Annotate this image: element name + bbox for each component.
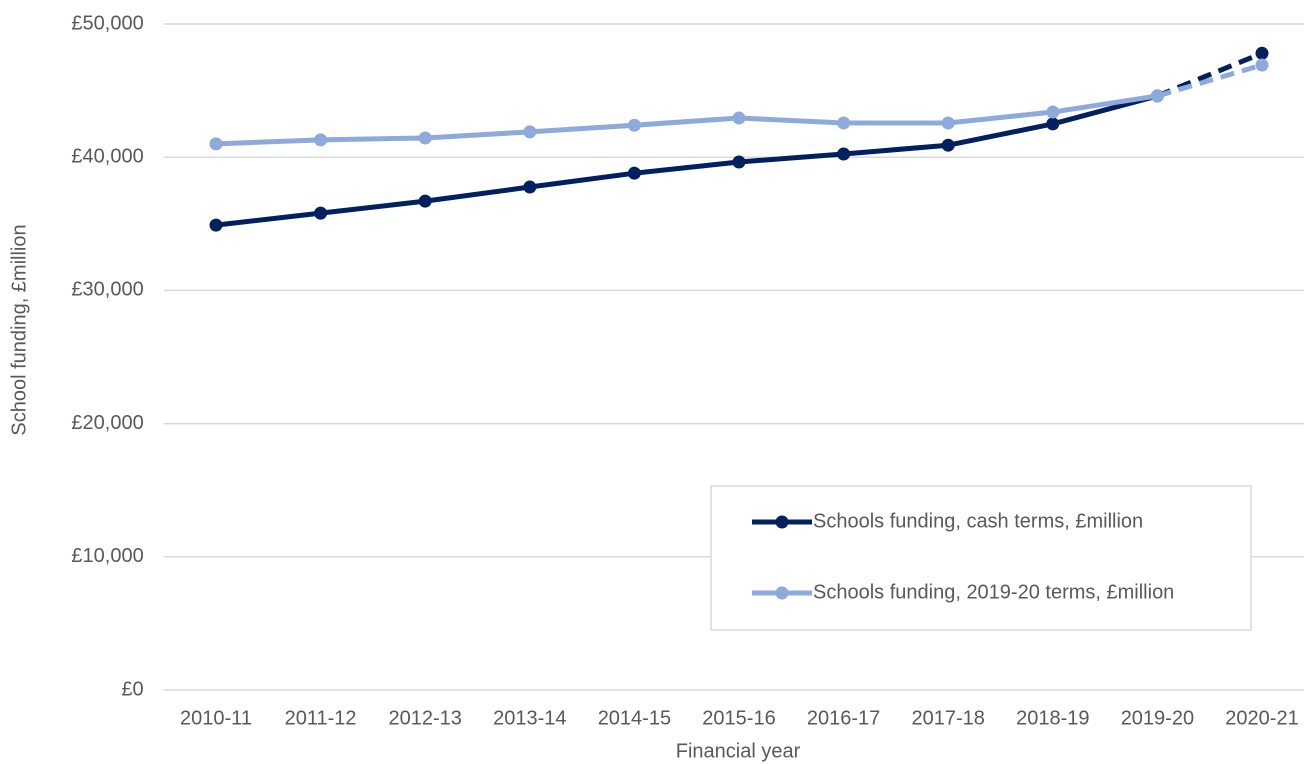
legend: Schools funding, cash terms, £million Sch… <box>710 485 1252 631</box>
data-point <box>1046 105 1060 119</box>
y-tick-label: £20,000 <box>71 412 143 434</box>
data-point <box>418 194 432 208</box>
legend-label: Schools funding, cash terms, £million <box>813 510 1143 532</box>
x-tick-label: 2014-15 <box>598 707 671 729</box>
data-point <box>1255 46 1269 60</box>
data-point <box>837 116 851 130</box>
legend-marker <box>775 586 789 600</box>
data-point <box>941 116 955 130</box>
data-point <box>732 155 746 169</box>
series-line <box>215 93 1159 228</box>
y-axis-title: School funding, £million <box>8 224 30 435</box>
data-point <box>523 180 537 194</box>
x-tick-label: 2016-17 <box>807 707 880 729</box>
x-tick-label: 2015-16 <box>702 707 775 729</box>
legend-label: Schools funding, 2019-20 terms, £million <box>813 581 1174 603</box>
x-tick-label: 2019-20 <box>1121 707 1194 729</box>
data-point <box>837 147 851 161</box>
data-point <box>1150 89 1164 103</box>
y-tick-label: £30,000 <box>71 279 143 301</box>
x-tick-label: 2011-12 <box>285 707 357 729</box>
legend-box <box>710 485 1252 631</box>
x-axis-title: Financial year <box>676 740 801 762</box>
x-tick-label: 2012-13 <box>388 707 461 729</box>
data-point <box>523 125 537 139</box>
y-tick-label: £40,000 <box>71 145 143 167</box>
data-point <box>627 166 641 180</box>
x-tick-label: 2017-18 <box>911 707 984 729</box>
data-point <box>941 138 955 152</box>
data-point <box>314 206 328 220</box>
series-line <box>215 93 1158 147</box>
series-line <box>1156 62 1263 99</box>
legend-marker <box>775 515 789 529</box>
y-tick-label: £10,000 <box>71 545 143 567</box>
x-tick-label: 2010-11 <box>180 707 252 729</box>
series-line <box>1156 50 1263 99</box>
x-tick-label: 2013-14 <box>493 707 566 729</box>
data-point <box>209 218 223 232</box>
data-point <box>209 137 223 151</box>
x-tick-label: 2020-21 <box>1225 707 1298 729</box>
y-tick-label: £50,000 <box>71 12 143 34</box>
x-tick-label: 2018-19 <box>1016 707 1089 729</box>
data-point <box>314 133 328 147</box>
data-point <box>627 118 641 132</box>
data-point <box>1046 117 1060 131</box>
data-point <box>1255 58 1269 72</box>
y-tick-label: £0 <box>121 678 143 700</box>
data-point <box>418 131 432 145</box>
data-point <box>732 111 746 125</box>
